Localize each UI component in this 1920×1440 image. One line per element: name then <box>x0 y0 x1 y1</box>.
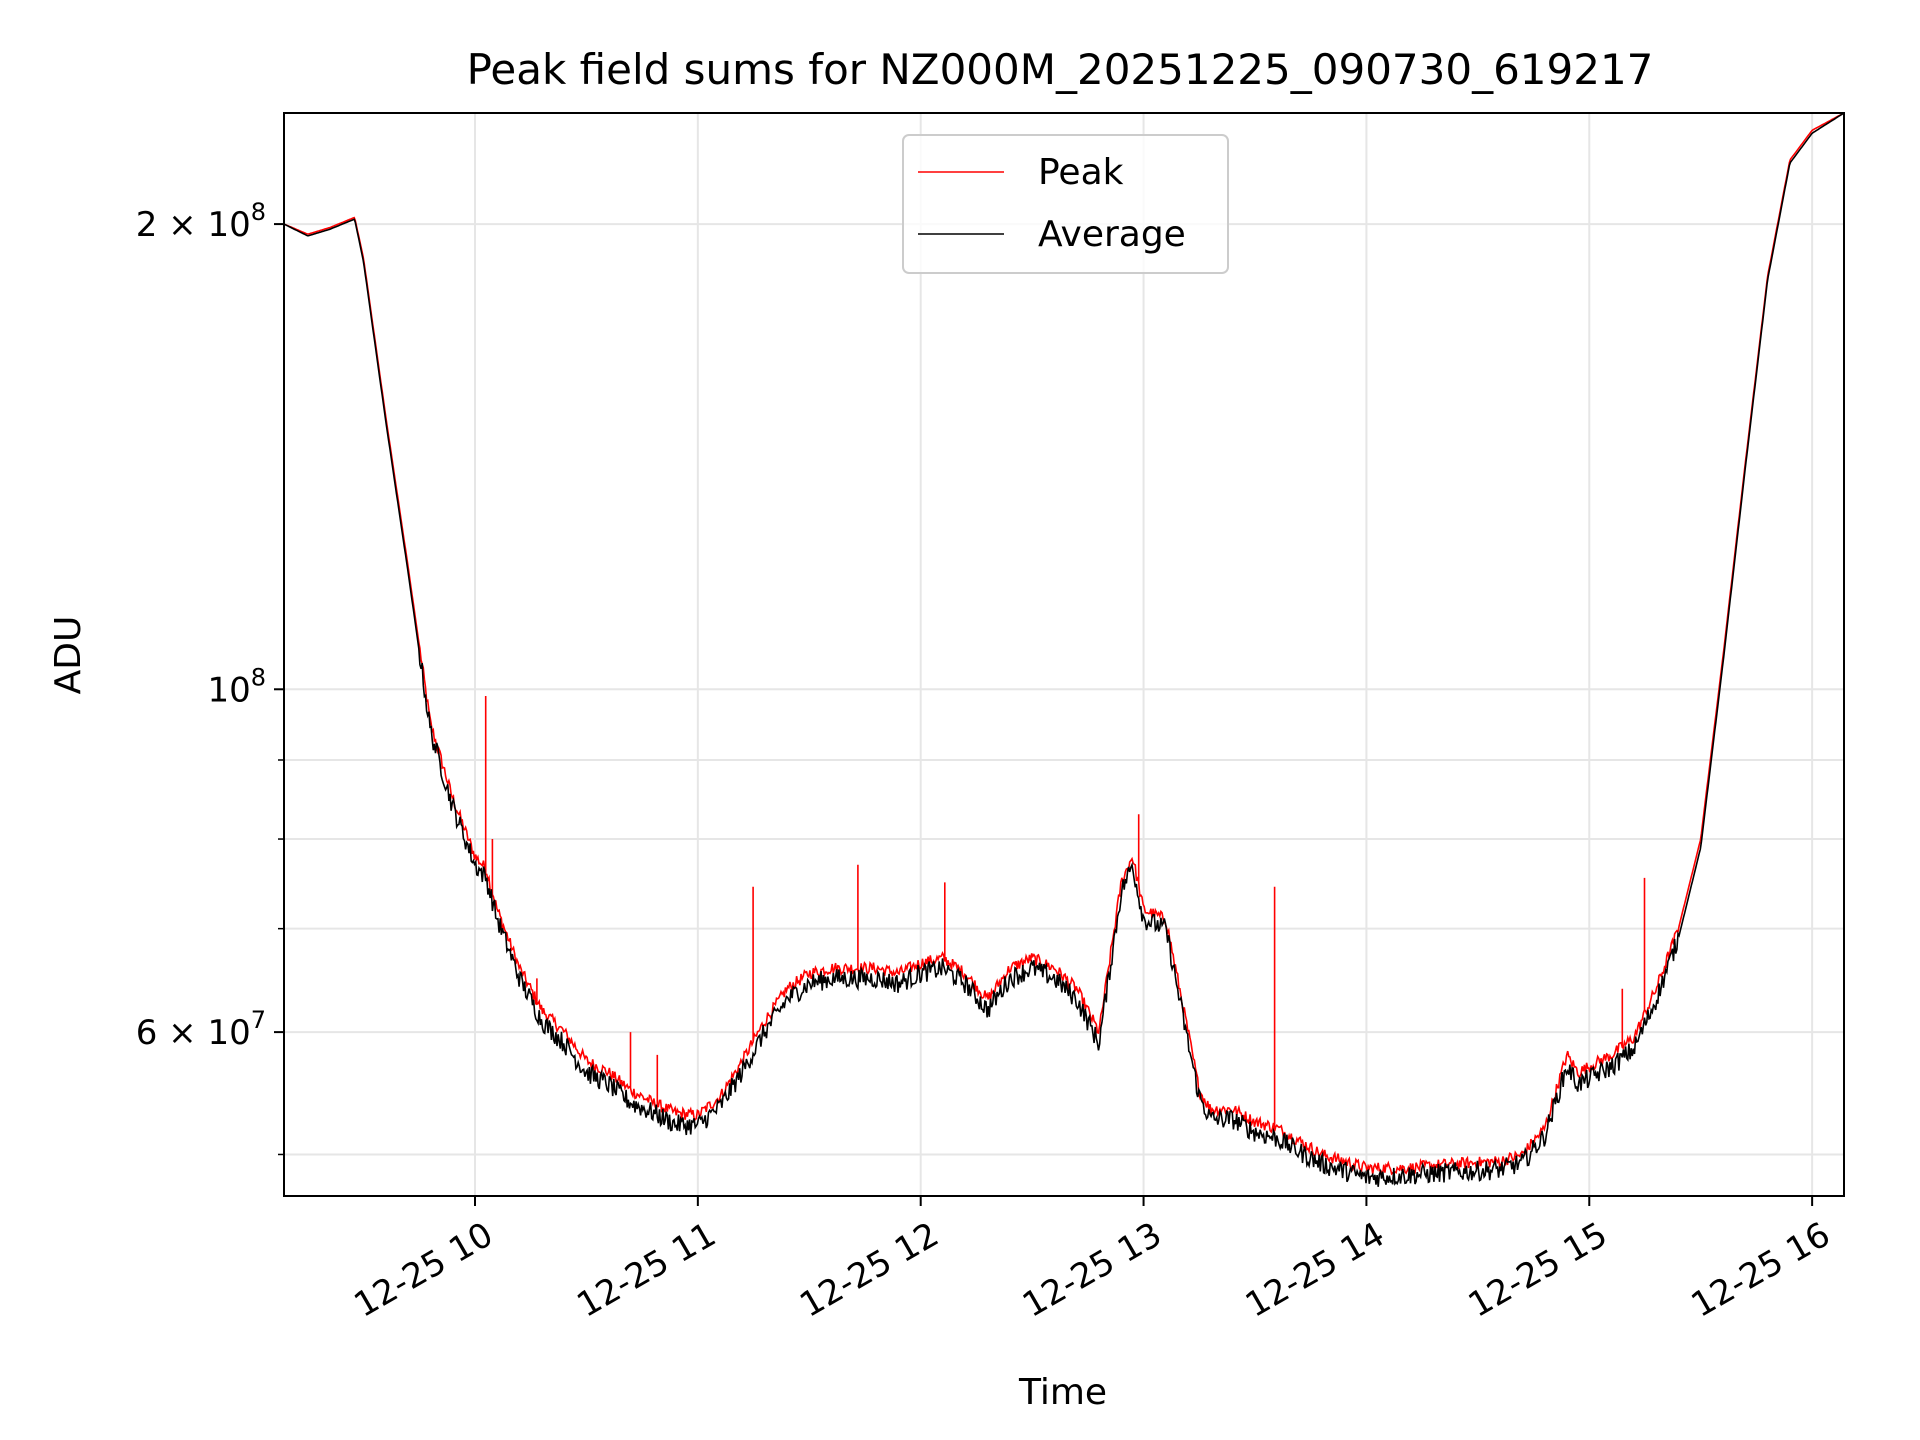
chart-title: Peak field sums for NZ000M_20251225_0907… <box>467 45 1654 94</box>
y-tick-label: 2 × 108 <box>136 198 266 245</box>
legend-box <box>902 134 1229 274</box>
y-axis-label: ADU <box>48 616 89 695</box>
y-axis: 108 6 × 107 2 × 108 <box>136 198 284 1156</box>
y-tick-label: 6 × 107 <box>136 1006 266 1053</box>
legend-peak-label: Peak <box>1038 152 1124 193</box>
plot-area-frame <box>283 112 1845 1197</box>
x-axis-label: Time <box>1018 1372 1107 1413</box>
peak-series-line <box>283 112 1845 1176</box>
legend-average-label: Average <box>1038 214 1186 255</box>
y-tick-label: 108 <box>207 663 266 710</box>
series-layer <box>283 112 1845 1187</box>
average-series-line <box>283 112 1845 1187</box>
legend: Peak Average <box>902 134 1229 274</box>
